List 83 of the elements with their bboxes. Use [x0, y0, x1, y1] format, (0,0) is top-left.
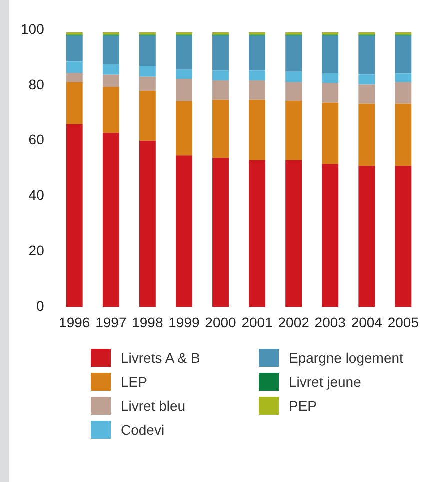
y-tick-label: 80 [28, 76, 45, 92]
bar [102, 64, 120, 75]
x-tick-label: 1996 [59, 314, 90, 330]
x-tick-label: 1998 [132, 314, 164, 330]
bar [322, 73, 339, 84]
bar [395, 32, 412, 35]
bar [139, 66, 156, 77]
y-tick-label: 40 [28, 187, 45, 204]
legend-label: Epargne logement [289, 350, 404, 366]
bar [286, 72, 302, 82]
bar [395, 82, 412, 104]
bar [286, 160, 302, 308]
bar [212, 70, 229, 80]
bar [358, 74, 376, 85]
x-tick-label: 1997 [96, 314, 127, 330]
bar [249, 80, 266, 100]
bar [66, 36, 83, 62]
bar [395, 36, 412, 74]
bar [249, 100, 266, 160]
x-tick-label: 2001 [242, 314, 274, 330]
bar [139, 90, 156, 141]
bar [212, 36, 229, 71]
bar [249, 70, 266, 80]
bar [322, 83, 339, 103]
y-tick-label: 0 [36, 298, 45, 314]
bar [176, 156, 192, 308]
bar [176, 79, 192, 102]
bar [212, 158, 229, 308]
y-tick-label: 20 [28, 242, 45, 259]
x-tick-label: 1999 [168, 314, 200, 330]
bar [249, 32, 266, 35]
bar [102, 36, 120, 64]
bar [395, 104, 412, 166]
bar [322, 32, 339, 35]
bar [139, 76, 156, 91]
legend-label: Livret bleu [121, 398, 186, 414]
legend-label: Livret jeune [289, 374, 362, 390]
legend-label: PEP [289, 398, 318, 414]
legend-label: LEP [121, 374, 148, 390]
bar [358, 36, 376, 75]
bar [286, 36, 302, 72]
bar [286, 100, 302, 160]
bar [212, 80, 229, 100]
bar [176, 70, 192, 80]
bar [139, 32, 156, 35]
bar [212, 100, 229, 158]
bar [249, 36, 266, 71]
bar [358, 104, 376, 166]
bar [395, 166, 412, 308]
bar [176, 36, 192, 70]
bar [102, 74, 120, 88]
bar [66, 62, 83, 74]
x-tick-label: 2000 [205, 314, 237, 330]
bar [322, 164, 339, 308]
bar [212, 32, 229, 35]
bar [139, 36, 156, 66]
x-tick-label: 2004 [351, 314, 383, 330]
x-tick-label: 2003 [314, 314, 346, 330]
bar [322, 102, 339, 164]
bar [66, 82, 83, 124]
bar [176, 32, 192, 35]
legend-label: Codevi [121, 422, 165, 438]
bar [66, 124, 83, 308]
x-tick-label: 2002 [278, 314, 310, 330]
bar [358, 32, 376, 35]
bar [102, 87, 120, 134]
y-tick-label: 100 [21, 20, 45, 37]
bar [358, 166, 376, 308]
bar [102, 32, 120, 35]
bar [286, 82, 302, 101]
x-tick-label: 2005 [388, 314, 420, 330]
bar [358, 84, 376, 104]
bar [286, 32, 302, 35]
bar [66, 73, 83, 82]
bar [66, 32, 83, 35]
legend-label: Livrets A & B [121, 350, 200, 366]
bar [322, 36, 339, 74]
bar [176, 101, 192, 156]
bar [395, 74, 412, 82]
bar [102, 133, 120, 308]
bar [249, 160, 266, 308]
y-tick-label: 60 [28, 132, 45, 148]
bar [139, 140, 156, 308]
